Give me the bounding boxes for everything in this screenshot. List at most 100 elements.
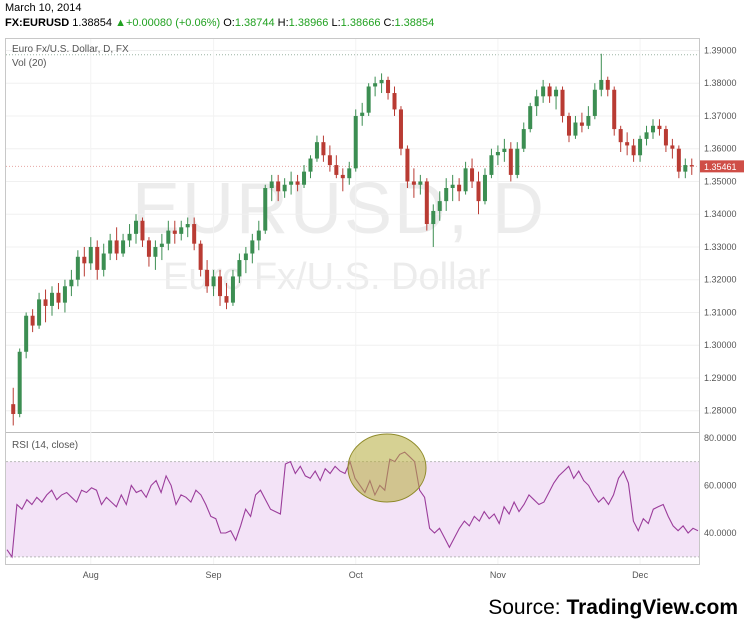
low-label: L: — [331, 17, 341, 29]
candle-body — [185, 224, 190, 228]
candle-body — [463, 168, 468, 192]
candle-body — [276, 181, 281, 192]
candle-body — [198, 243, 203, 270]
candle-body — [560, 89, 565, 116]
candle-body — [69, 279, 74, 287]
candle-body — [541, 86, 546, 97]
candle-body — [166, 230, 171, 244]
source-prefix: Source: — [488, 596, 567, 619]
candle-body — [134, 220, 139, 234]
candle-body — [431, 210, 436, 225]
candle-body — [263, 188, 268, 231]
candle-body — [437, 201, 442, 211]
rsi-pane-title[interactable]: RSI (14, close) — [12, 440, 79, 451]
candle-body — [146, 240, 151, 257]
candle-body — [360, 112, 365, 116]
candle-body — [554, 89, 559, 97]
candle-body — [592, 89, 597, 116]
candle-body — [211, 276, 216, 287]
candle-body — [17, 351, 22, 414]
main-pane-title[interactable]: Euro Fx/U.S. Dollar, D, FX — [12, 44, 129, 55]
candle-body — [237, 260, 242, 277]
candle-body — [444, 188, 449, 202]
axes-layer: 1.28000 1.29000 1.30000 1.31000 1.32000 1.330… — [83, 45, 744, 580]
candle-body — [534, 96, 539, 107]
candle-body — [75, 256, 80, 280]
candle-body — [457, 184, 462, 192]
time-tick-label: Dec — [632, 570, 649, 580]
price-tick-label: 1.33000 — [704, 242, 737, 252]
candle-body — [502, 148, 507, 152]
candle-body — [566, 115, 571, 136]
candle-body — [521, 129, 526, 149]
candle-body — [11, 404, 16, 414]
candle-body — [676, 148, 681, 172]
candle-body — [515, 148, 520, 175]
last-price: 1.38854 — [72, 17, 112, 29]
grid-lines — [6, 39, 699, 564]
rsi-tick-label: 40.0000 — [704, 528, 737, 538]
volume-label[interactable]: Vol (20) — [12, 58, 47, 69]
candle-body — [108, 240, 113, 254]
candle-body — [37, 299, 42, 326]
close-label: C: — [383, 17, 395, 29]
candle-body — [30, 315, 35, 326]
candle-body — [295, 181, 300, 185]
candle-body — [179, 227, 184, 234]
rsi-layer — [6, 433, 699, 559]
candle-body — [224, 296, 229, 303]
candle-body — [82, 256, 87, 264]
candle-body — [121, 240, 126, 254]
price-tick-label: 1.37000 — [704, 111, 737, 121]
time-tick-label: Sep — [206, 570, 222, 580]
candle-body — [327, 155, 332, 166]
candle-body — [56, 292, 61, 303]
candle-body — [250, 240, 255, 254]
candle-body — [43, 299, 48, 306]
last-price-tag — [700, 160, 744, 173]
candle-body — [663, 129, 668, 146]
quote-line: FX:EURUSD 1.38854 ▲+0.00080 (+0.06%) O:1… — [5, 17, 434, 29]
candle-body — [373, 83, 378, 87]
candle-body — [670, 145, 675, 149]
candle-body — [88, 246, 93, 264]
candle-body — [631, 145, 636, 156]
candle-body — [398, 109, 403, 149]
candle-body — [62, 286, 67, 303]
last-price-tag-label: 1.35461 — [704, 162, 737, 172]
candle-body — [243, 253, 248, 261]
change-up-icon: ▲ — [115, 17, 126, 29]
candle-body — [256, 230, 261, 241]
symbol-label[interactable]: FX:EURUSD — [5, 17, 70, 29]
candle-body — [153, 246, 158, 257]
price-tick-label: 1.28000 — [704, 406, 737, 416]
candle-body — [689, 165, 694, 167]
candle-body — [269, 181, 274, 189]
candle-body — [683, 165, 688, 172]
candle-body — [334, 165, 339, 175]
source-credit: Source: TradingView.com — [488, 596, 738, 620]
candle-body — [308, 158, 313, 172]
candle-body — [625, 142, 630, 146]
price-tick-label: 1.31000 — [704, 307, 737, 317]
price-change: +0.00080 (+0.06%) — [125, 17, 221, 29]
price-tick-label: 1.29000 — [704, 373, 737, 383]
candle-body — [489, 155, 494, 175]
candle-body — [573, 122, 578, 136]
candle-body — [347, 168, 352, 179]
rsi-overbought-highlight — [347, 433, 427, 503]
candle-body — [159, 243, 164, 247]
candle-body — [579, 122, 584, 126]
candle-body — [644, 132, 649, 139]
price-tick-label: 1.35000 — [704, 176, 737, 186]
price-tick-label: 1.39000 — [704, 45, 737, 55]
chart-frame[interactable] — [5, 38, 700, 565]
candle-body — [218, 276, 223, 297]
candle-body — [50, 292, 55, 306]
candle-body — [321, 142, 326, 156]
candle-body — [340, 174, 345, 179]
candle-body — [101, 253, 106, 270]
low-value: 1.38666 — [340, 17, 381, 29]
candle-body — [282, 184, 287, 192]
